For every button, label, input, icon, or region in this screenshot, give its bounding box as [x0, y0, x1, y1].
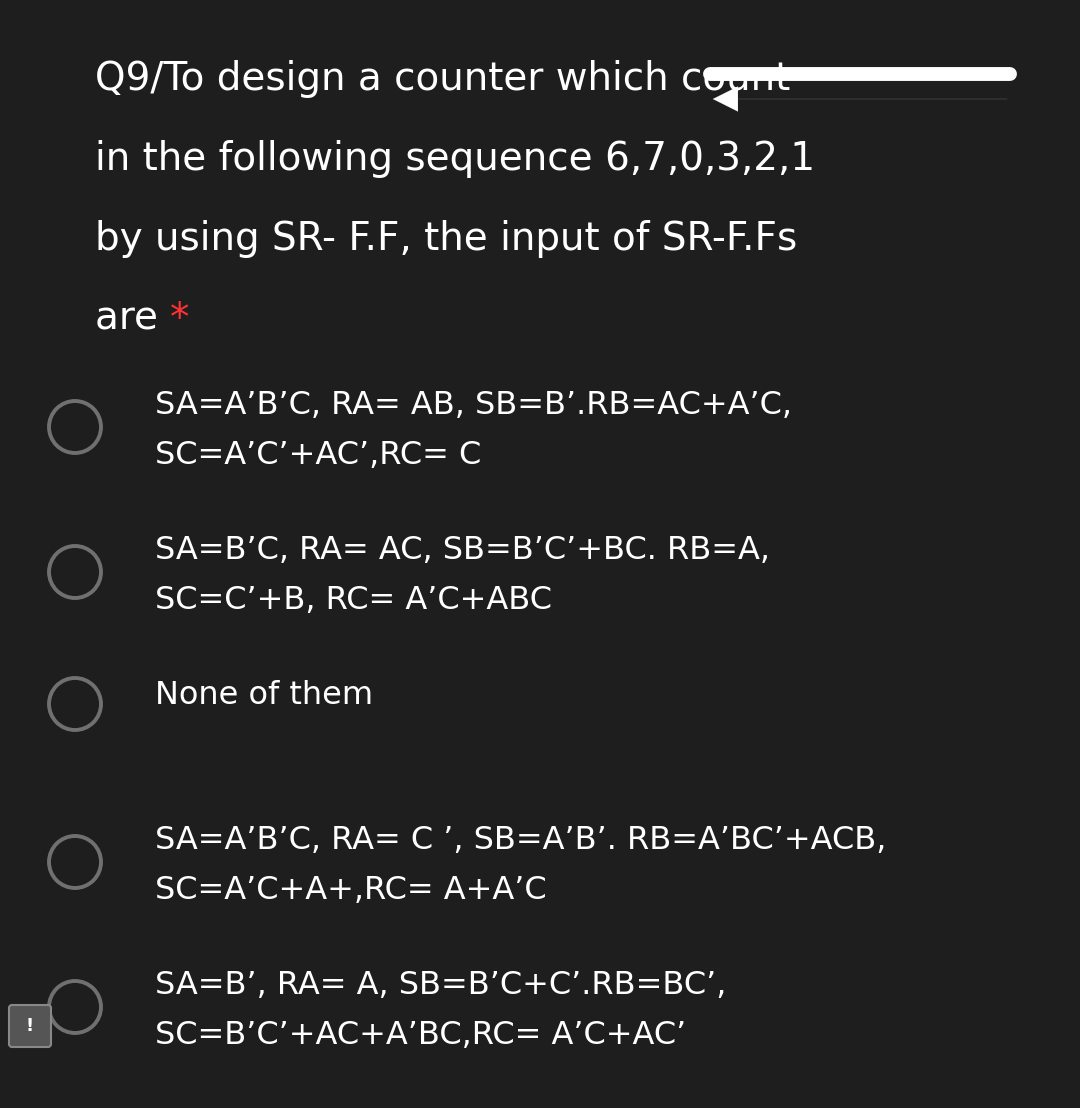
FancyBboxPatch shape	[9, 1005, 51, 1047]
Text: Q9/To design a counter which count: Q9/To design a counter which count	[95, 60, 791, 98]
Text: by using SR- F.F, the input of SR-F.Fs: by using SR- F.F, the input of SR-F.Fs	[95, 220, 797, 258]
Text: SC=C’+B, RC= A’C+ABC: SC=C’+B, RC= A’C+ABC	[156, 585, 552, 616]
Text: SA=B’C, RA= AC, SB=B’C’+BC. RB=A,: SA=B’C, RA= AC, SB=B’C’+BC. RB=A,	[156, 535, 770, 566]
Text: SA=A’B’C, RA= AB, SB=B’.RB=AC+A’C,: SA=A’B’C, RA= AB, SB=B’.RB=AC+A’C,	[156, 390, 792, 421]
Text: SC=B’C’+AC+A’BC,RC= A’C+AC’: SC=B’C’+AC+A’BC,RC= A’C+AC’	[156, 1020, 686, 1051]
Text: SA=A’B’C, RA= C ’, SB=A’B’. RB=A’BC’+ACB,: SA=A’B’C, RA= C ’, SB=A’B’. RB=A’BC’+ACB…	[156, 825, 887, 856]
Text: !: !	[26, 1017, 35, 1035]
Text: None of them: None of them	[156, 680, 373, 711]
Text: are: are	[95, 300, 171, 338]
Text: SC=A’C’+AC’,RC= C: SC=A’C’+AC’,RC= C	[156, 440, 482, 471]
Text: in the following sequence 6,7,0,3,2,1: in the following sequence 6,7,0,3,2,1	[95, 140, 815, 178]
Text: *: *	[170, 300, 189, 338]
Text: SA=B’, RA= A, SB=B’C+C’.RB=BC’,: SA=B’, RA= A, SB=B’C+C’.RB=BC’,	[156, 970, 727, 1001]
Text: SC=A’C+A+,RC= A+A’C: SC=A’C+A+,RC= A+A’C	[156, 875, 546, 906]
